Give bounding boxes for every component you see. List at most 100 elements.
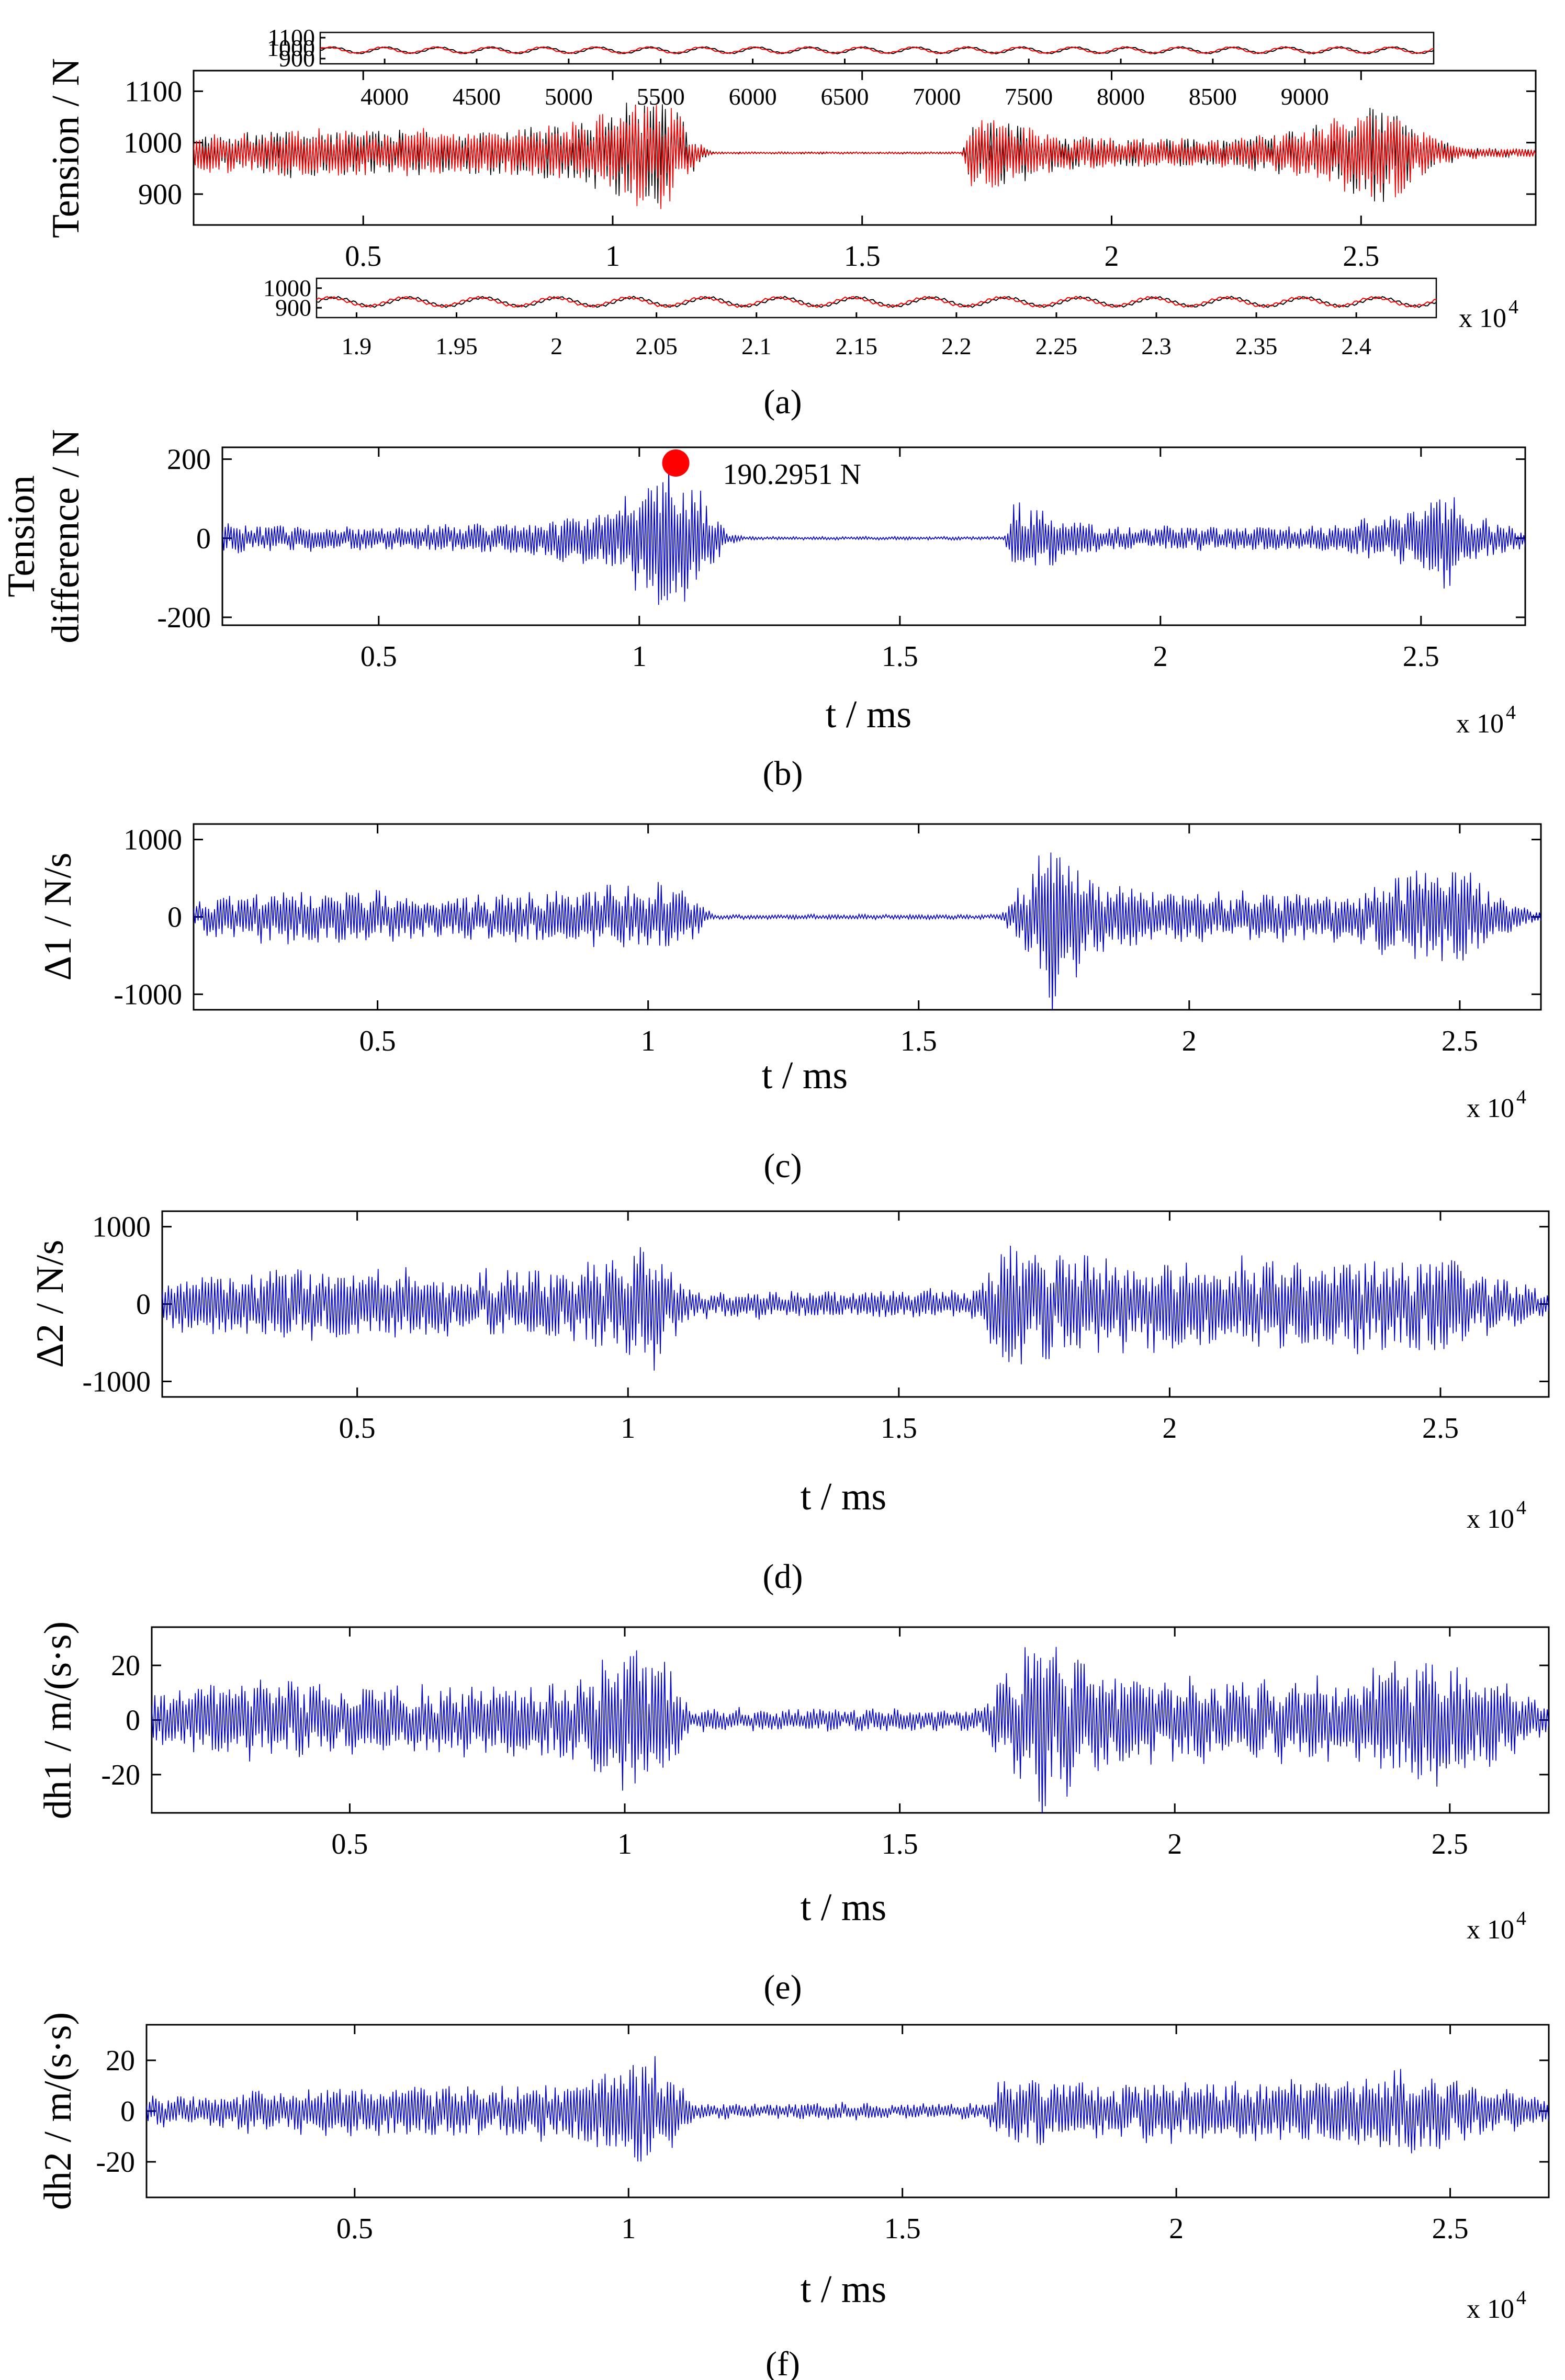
- x-axis-label: t / ms: [801, 2268, 886, 2311]
- panel-caption: (d): [763, 1558, 803, 1596]
- x-tick-label: 2: [1162, 1412, 1177, 1445]
- x-tick-label: 5500: [637, 83, 685, 110]
- x-axis-multiplier: x 10: [1456, 709, 1504, 739]
- y-tick-label: 0: [167, 901, 182, 934]
- y-tick-label: 900: [138, 178, 182, 211]
- x-tick-label: 6000: [729, 83, 777, 110]
- chart-panel-d: 0.5 1 1.5 2 2.5 1000 0 -1000 Δ2 / N/s t / ms x 10 4…: [29, 1210, 1550, 1596]
- series-line: [194, 852, 1541, 1010]
- y-tick-label: -1000: [82, 1366, 151, 1398]
- x-tick-label: 0.5: [336, 2213, 373, 2245]
- chart-panel-f: 0.5 1 1.5 2 2.5 20 0 -20 dh2 / m/(s·s) t / ms x 10…: [37, 2012, 1550, 2380]
- x-tick-label: 2.4: [1341, 333, 1371, 359]
- x-tick-label: 2: [1182, 1025, 1197, 1057]
- y-axis-label: dh2 / m/(s·s): [37, 2012, 80, 2210]
- x-tick-label: 0.5: [339, 1412, 376, 1445]
- y-tick-label: 1000: [123, 824, 182, 856]
- y-tick-label: 1000: [92, 1211, 151, 1244]
- x-tick-label: 0.5: [345, 240, 381, 273]
- x-tick-label: 1: [621, 2213, 636, 2245]
- x-tick-label: 7000: [913, 83, 961, 110]
- y-tick-label: 1100: [268, 24, 315, 51]
- x-tick-label: 2.5: [1343, 240, 1379, 273]
- x-axis-multiplier: x 10: [1467, 1915, 1514, 1945]
- y-axis-label: Tension / N: [44, 58, 87, 238]
- x-tick-label: 0.5: [331, 1828, 368, 1860]
- y-tick-label: 0: [120, 2095, 135, 2128]
- panel-caption: (c): [763, 1147, 802, 1185]
- x-tick-label: 4000: [361, 83, 409, 110]
- x-tick-label: 4500: [453, 83, 501, 110]
- chart-panel-b: 0.5 1 1.5 2 2.5 200 0 -200 Tension difference / N…: [0, 429, 1526, 793]
- y-tick-label: 900: [275, 294, 311, 321]
- panel-caption: (e): [763, 1968, 802, 2006]
- x-tick-label: 1.9: [342, 333, 372, 359]
- x-tick-label: 1.5: [884, 2213, 921, 2245]
- x-tick-label: 8000: [1097, 83, 1145, 110]
- x-tick-label: 2.5: [1432, 2213, 1469, 2245]
- x-tick-label: 2.5: [1442, 1025, 1478, 1057]
- y-tick-label: -1000: [114, 978, 182, 1011]
- x-tick-label: 1.95: [435, 333, 478, 359]
- y-axis-label: Δ1 / N/s: [37, 853, 80, 981]
- x-tick-label: 2: [1167, 1828, 1182, 1860]
- x-axis-multiplier: x 10: [1459, 303, 1506, 333]
- y-axis-label: Δ2 / N/s: [29, 1240, 72, 1368]
- plot-frame: [221, 446, 1526, 626]
- x-tick-label: 1.5: [882, 640, 918, 673]
- y-axis-label: Tension: [0, 475, 43, 597]
- x-axis-label: t / ms: [801, 1886, 886, 1929]
- x-tick-label: 1.5: [882, 1828, 918, 1860]
- inset-series-line: [320, 46, 1434, 54]
- x-tick-label: 1: [605, 240, 620, 273]
- x-tick-label: 2.15: [836, 333, 878, 359]
- x-tick-label: 1.5: [881, 1412, 917, 1445]
- inset-background: [317, 278, 1436, 318]
- x-tick-label: 7500: [1005, 83, 1053, 110]
- y-tick-label: 0: [126, 1705, 140, 1737]
- inset-background: [320, 32, 1434, 64]
- x-tick-label: 2: [1104, 240, 1119, 273]
- x-axis-exponent: 4: [1516, 2287, 1526, 2309]
- x-axis-multiplier: x 10: [1467, 1093, 1514, 1123]
- x-axis-exponent: 4: [1516, 1086, 1526, 1108]
- x-tick-label: 1: [621, 1412, 635, 1445]
- x-tick-label: 5000: [545, 83, 593, 110]
- x-axis-label: t / ms: [762, 1054, 848, 1097]
- x-tick-label: 2: [550, 333, 562, 359]
- chart-panel-e: 0.5 1 1.5 2 2.5 20 0 -20 dh1 / m/(s·s) t / ms x 10…: [37, 1621, 1550, 2006]
- x-tick-label: 9000: [1281, 83, 1329, 110]
- y-tick-label: 900: [279, 45, 315, 72]
- y-tick-label: -20: [101, 1759, 140, 1791]
- plot-frame: [316, 277, 1437, 319]
- x-axis-label: t / ms: [801, 1475, 886, 1518]
- x-tick-label: 2.1: [741, 333, 772, 359]
- chart-panel-c: 0.5 1 1.5 2 2.5 1000 0 -1000 Δ1 / N/s t / ms x 10 4…: [37, 823, 1542, 1185]
- x-tick-label: 1: [632, 640, 647, 673]
- y-tick-label: 20: [106, 2045, 135, 2077]
- y-tick-label: 1100: [125, 75, 182, 108]
- x-tick-label: 1.5: [844, 240, 881, 273]
- inset-top: 4000 4500 5000 5500 6000 6500 7000 7500 8000 8500…: [267, 24, 1435, 110]
- x-tick-label: 0.5: [361, 640, 397, 673]
- x-tick-label: 2: [1169, 2213, 1184, 2245]
- inset-series-line: [320, 46, 1434, 54]
- panel-caption: (f): [765, 2345, 800, 2380]
- x-tick-label: 6500: [820, 83, 869, 110]
- x-tick-label: 8500: [1189, 83, 1237, 110]
- y-tick-label: 1000: [123, 127, 182, 160]
- series-line: [152, 1646, 1549, 1813]
- x-axis-exponent: 4: [1506, 702, 1516, 724]
- inset-bottom: 1.9 1.95 2 2.05 2.1 2.15 2.2 2.25 2.3 2.35 2.4 1000…: [263, 275, 1437, 359]
- x-axis-multiplier: x 10: [1467, 2294, 1514, 2324]
- x-tick-label: 1: [617, 1828, 632, 1860]
- x-tick-label: 2.5: [1432, 1828, 1468, 1860]
- series-line: [194, 105, 1536, 209]
- y-axis-label: difference / N: [44, 429, 87, 644]
- peak-annotation: 190.2951 N: [723, 458, 861, 491]
- x-tick-label: 2.2: [941, 333, 972, 359]
- inset-series-line: [317, 296, 1436, 308]
- x-tick-label: 2: [1153, 640, 1168, 673]
